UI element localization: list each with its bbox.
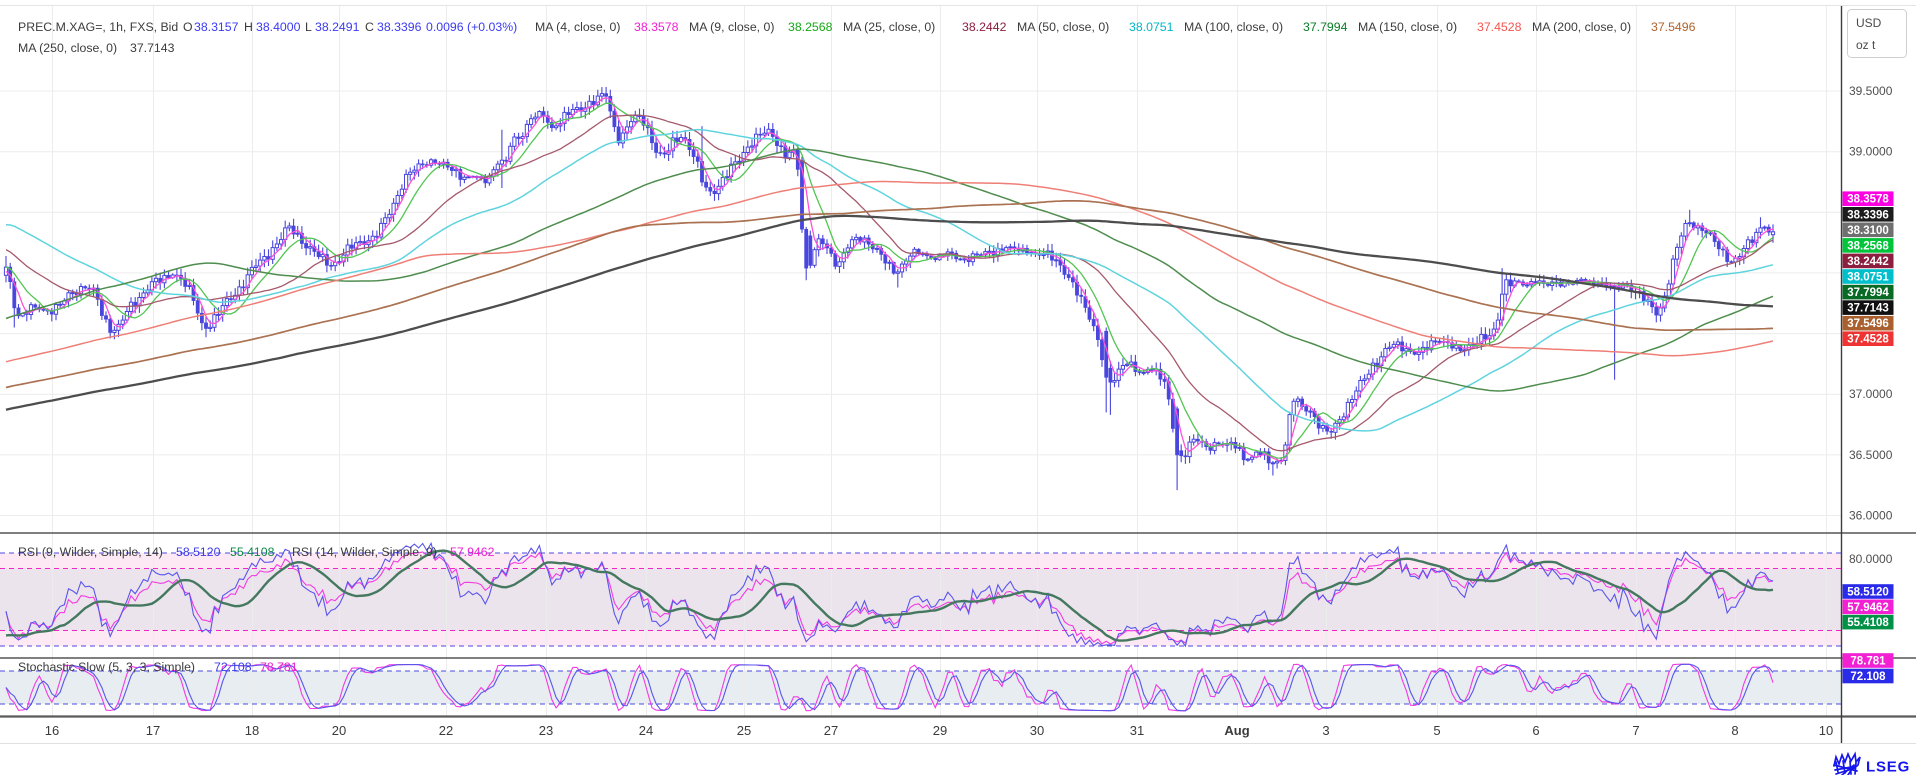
svg-text:18: 18 — [245, 723, 259, 738]
svg-text:38.3396: 38.3396 — [377, 20, 422, 34]
svg-text:37.7994: 37.7994 — [1303, 20, 1348, 34]
svg-text:37.4528: 37.4528 — [1477, 20, 1522, 34]
svg-text:LSEG: LSEG — [1866, 759, 1910, 775]
svg-text:30: 30 — [1030, 723, 1044, 738]
svg-text:22: 22 — [439, 723, 453, 738]
svg-text:24: 24 — [639, 723, 653, 738]
svg-text:Stochastic Slow (5, 3, 3, Simp: Stochastic Slow (5, 3, 3, Simple) — [18, 660, 195, 674]
svg-text:57.9462: 57.9462 — [1847, 602, 1889, 614]
svg-text:USD: USD — [1856, 16, 1882, 30]
svg-text:20: 20 — [332, 723, 346, 738]
svg-text:37.5496: 37.5496 — [1651, 20, 1696, 34]
svg-text:80.0000: 80.0000 — [1849, 552, 1893, 566]
svg-text:36.5000: 36.5000 — [1849, 448, 1893, 462]
svg-text:MA (4, close, 0): MA (4, close, 0) — [535, 20, 620, 34]
svg-text:5: 5 — [1433, 723, 1440, 738]
svg-text:MA (250, close, 0): MA (250, close, 0) — [18, 41, 117, 55]
svg-text:MA (100, close, 0): MA (100, close, 0) — [1184, 20, 1283, 34]
svg-text:37.7994: 37.7994 — [1847, 287, 1889, 299]
svg-text:PREC.M.XAG=, 1h, FXS, Bid: PREC.M.XAG=, 1h, FXS, Bid — [18, 20, 178, 34]
svg-text:MA (25, close, 0): MA (25, close, 0) — [843, 20, 935, 34]
svg-text:37.0000: 37.0000 — [1849, 387, 1893, 401]
svg-text:55.4108: 55.4108 — [1847, 617, 1889, 629]
svg-text:38.3157: 38.3157 — [194, 20, 239, 34]
svg-text:16: 16 — [45, 723, 59, 738]
svg-text:23: 23 — [539, 723, 553, 738]
svg-text:38.3578: 38.3578 — [634, 20, 679, 34]
svg-text:38.3396: 38.3396 — [1847, 209, 1889, 221]
svg-text:38.3100: 38.3100 — [1847, 225, 1889, 237]
svg-text:58.5120: 58.5120 — [1847, 587, 1889, 599]
svg-text:29: 29 — [933, 723, 947, 738]
svg-text:L: L — [305, 20, 312, 34]
svg-text:MA (150, close, 0): MA (150, close, 0) — [1358, 20, 1457, 34]
svg-text:37.5496: 37.5496 — [1847, 318, 1889, 330]
svg-text:38.2568: 38.2568 — [1847, 240, 1889, 252]
svg-text:78.781: 78.781 — [260, 660, 298, 674]
svg-text:oz t: oz t — [1856, 38, 1876, 52]
svg-text:38.2491: 38.2491 — [315, 20, 360, 34]
svg-text:MA (9, close, 0): MA (9, close, 0) — [689, 20, 774, 34]
svg-text:39.5000: 39.5000 — [1849, 84, 1893, 98]
svg-text:37.7143: 37.7143 — [1847, 303, 1889, 315]
svg-text:38.2442: 38.2442 — [1847, 256, 1889, 268]
svg-text:6: 6 — [1532, 723, 1539, 738]
svg-text:58.5120: 58.5120 — [176, 545, 221, 559]
svg-text:57.9462: 57.9462 — [450, 545, 495, 559]
svg-text:MA (200, close, 0): MA (200, close, 0) — [1532, 20, 1631, 34]
svg-text:38.0751: 38.0751 — [1847, 272, 1889, 284]
svg-text:37.4528: 37.4528 — [1847, 334, 1889, 346]
svg-text:25: 25 — [737, 723, 751, 738]
svg-text:31: 31 — [1130, 723, 1144, 738]
svg-text:72.108: 72.108 — [1850, 671, 1886, 683]
svg-text:39.0000: 39.0000 — [1849, 145, 1893, 159]
svg-text:RSI (9, Wilder, Simple, 14): RSI (9, Wilder, Simple, 14) — [18, 545, 163, 559]
svg-text:38.4000: 38.4000 — [256, 20, 301, 34]
svg-text:C: C — [365, 20, 374, 34]
svg-text:38.3578: 38.3578 — [1847, 194, 1889, 206]
svg-text:78.781: 78.781 — [1850, 656, 1886, 668]
svg-text:3: 3 — [1322, 723, 1329, 738]
svg-text:0.0096 (+0.03%): 0.0096 (+0.03%) — [426, 20, 517, 34]
svg-text:8: 8 — [1731, 723, 1738, 738]
svg-text:72.108: 72.108 — [214, 660, 252, 674]
svg-text:17: 17 — [146, 723, 160, 738]
svg-text:H: H — [244, 20, 253, 34]
svg-text:RSI (14, Wilder, Simple, 9): RSI (14, Wilder, Simple, 9) — [292, 545, 437, 559]
svg-text:7: 7 — [1632, 723, 1639, 738]
svg-text:38.0751: 38.0751 — [1129, 20, 1174, 34]
svg-text:36.0000: 36.0000 — [1849, 509, 1893, 523]
svg-text:27: 27 — [824, 723, 838, 738]
svg-text:Aug: Aug — [1224, 723, 1249, 738]
svg-text:55.4108: 55.4108 — [230, 545, 275, 559]
svg-text:MA (50, close, 0): MA (50, close, 0) — [1017, 20, 1109, 34]
svg-text:38.2568: 38.2568 — [788, 20, 833, 34]
svg-text:O: O — [183, 20, 193, 34]
svg-text:10: 10 — [1819, 723, 1833, 738]
svg-text:37.7143: 37.7143 — [130, 41, 175, 55]
svg-text:38.2442: 38.2442 — [962, 20, 1007, 34]
